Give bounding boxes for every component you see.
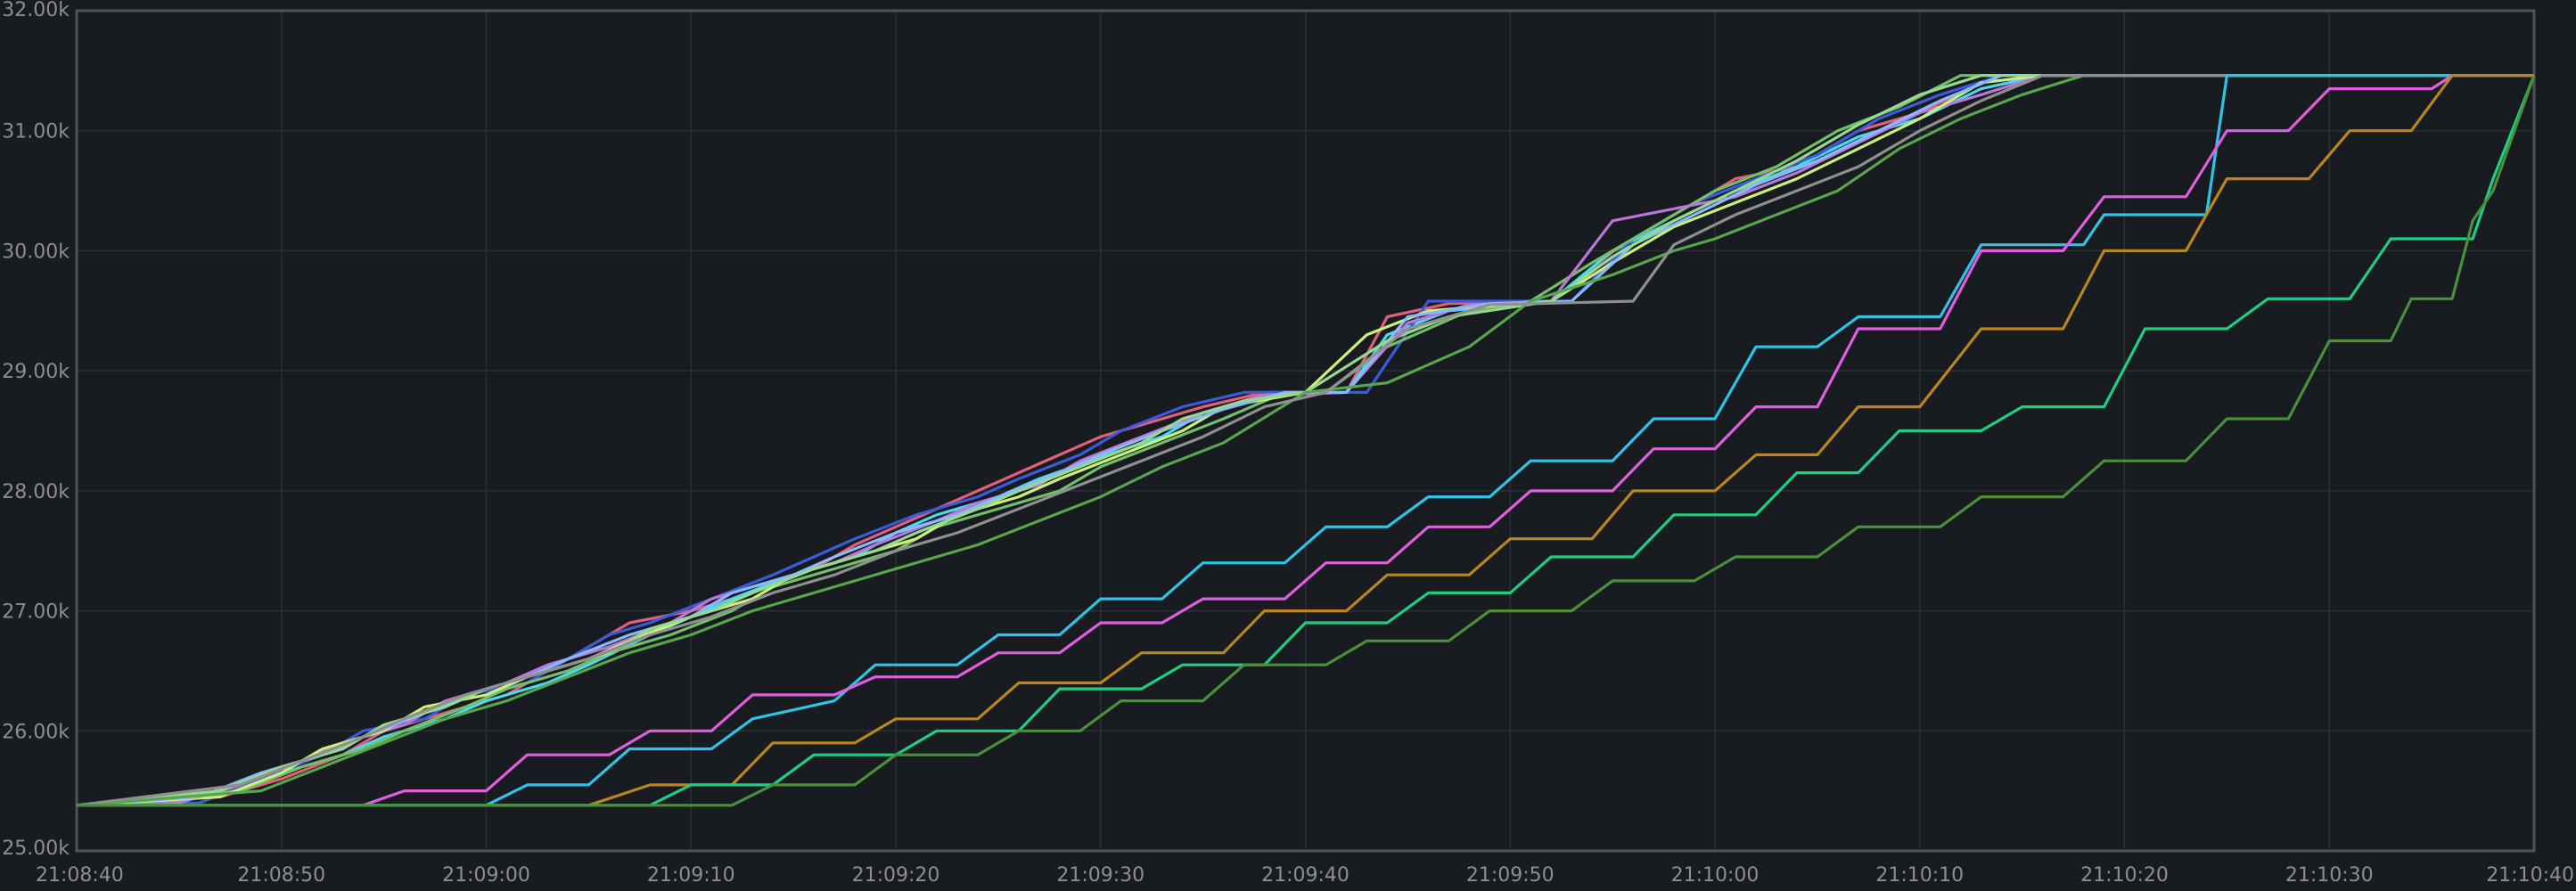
y-tick-label: 31.00k [2, 121, 70, 143]
x-tick-label: 21:09:10 [647, 864, 735, 887]
y-tick-label: 30.00k [2, 241, 70, 263]
x-tick-label: 21:10:40 [2486, 864, 2574, 887]
plot-frame [75, 9, 2536, 853]
series-line-12 [77, 74, 2534, 807]
y-tick-label: 32.00k [2, 0, 70, 21]
x-tick-label: 21:09:00 [442, 864, 530, 887]
series-line-15 [77, 75, 2536, 807]
x-tick-label: 21:10:30 [2285, 864, 2374, 887]
x-tick-label: 21:09:40 [1261, 864, 1350, 887]
series-line-10 [76, 74, 2534, 807]
x-tick-label: 21:09:20 [852, 864, 940, 887]
x-tick-label: 21:10:20 [2080, 864, 2169, 887]
series-line-9 [76, 74, 2534, 807]
x-tick-label: 21:09:30 [1056, 864, 1144, 887]
y-tick-label: 28.00k [2, 481, 70, 503]
y-axis: 25.00k 26.00k 27.00k 28.00k 29.00k 30.00k 31.0… [2, 0, 70, 860]
y-tick-label: 29.00k [2, 361, 70, 383]
x-tick-label: 21:08:50 [237, 864, 325, 887]
series-line-3 [76, 74, 2534, 807]
y-tick-label: 27.00k [2, 601, 70, 624]
x-tick-label: 21:08:40 [36, 864, 124, 887]
series-line-13 [77, 74, 2534, 807]
x-tick-label: 21:10:00 [1671, 864, 1760, 887]
y-tick-label: 26.00k [2, 721, 70, 743]
series-layer [76, 74, 2536, 807]
x-tick-label: 21:10:10 [1875, 864, 1964, 887]
series-line-14 [77, 75, 2536, 807]
grid [77, 11, 2534, 851]
series-line-4 [76, 74, 2534, 807]
series-line-8 [76, 74, 2534, 807]
x-axis: 21:08:40 21:08:50 21:09:00 21:09:10 21:09:20… [36, 864, 2574, 887]
series-line-11 [77, 74, 2534, 807]
x-tick-label: 21:09:50 [1466, 864, 1555, 887]
y-tick-label: 25.00k [2, 838, 70, 860]
